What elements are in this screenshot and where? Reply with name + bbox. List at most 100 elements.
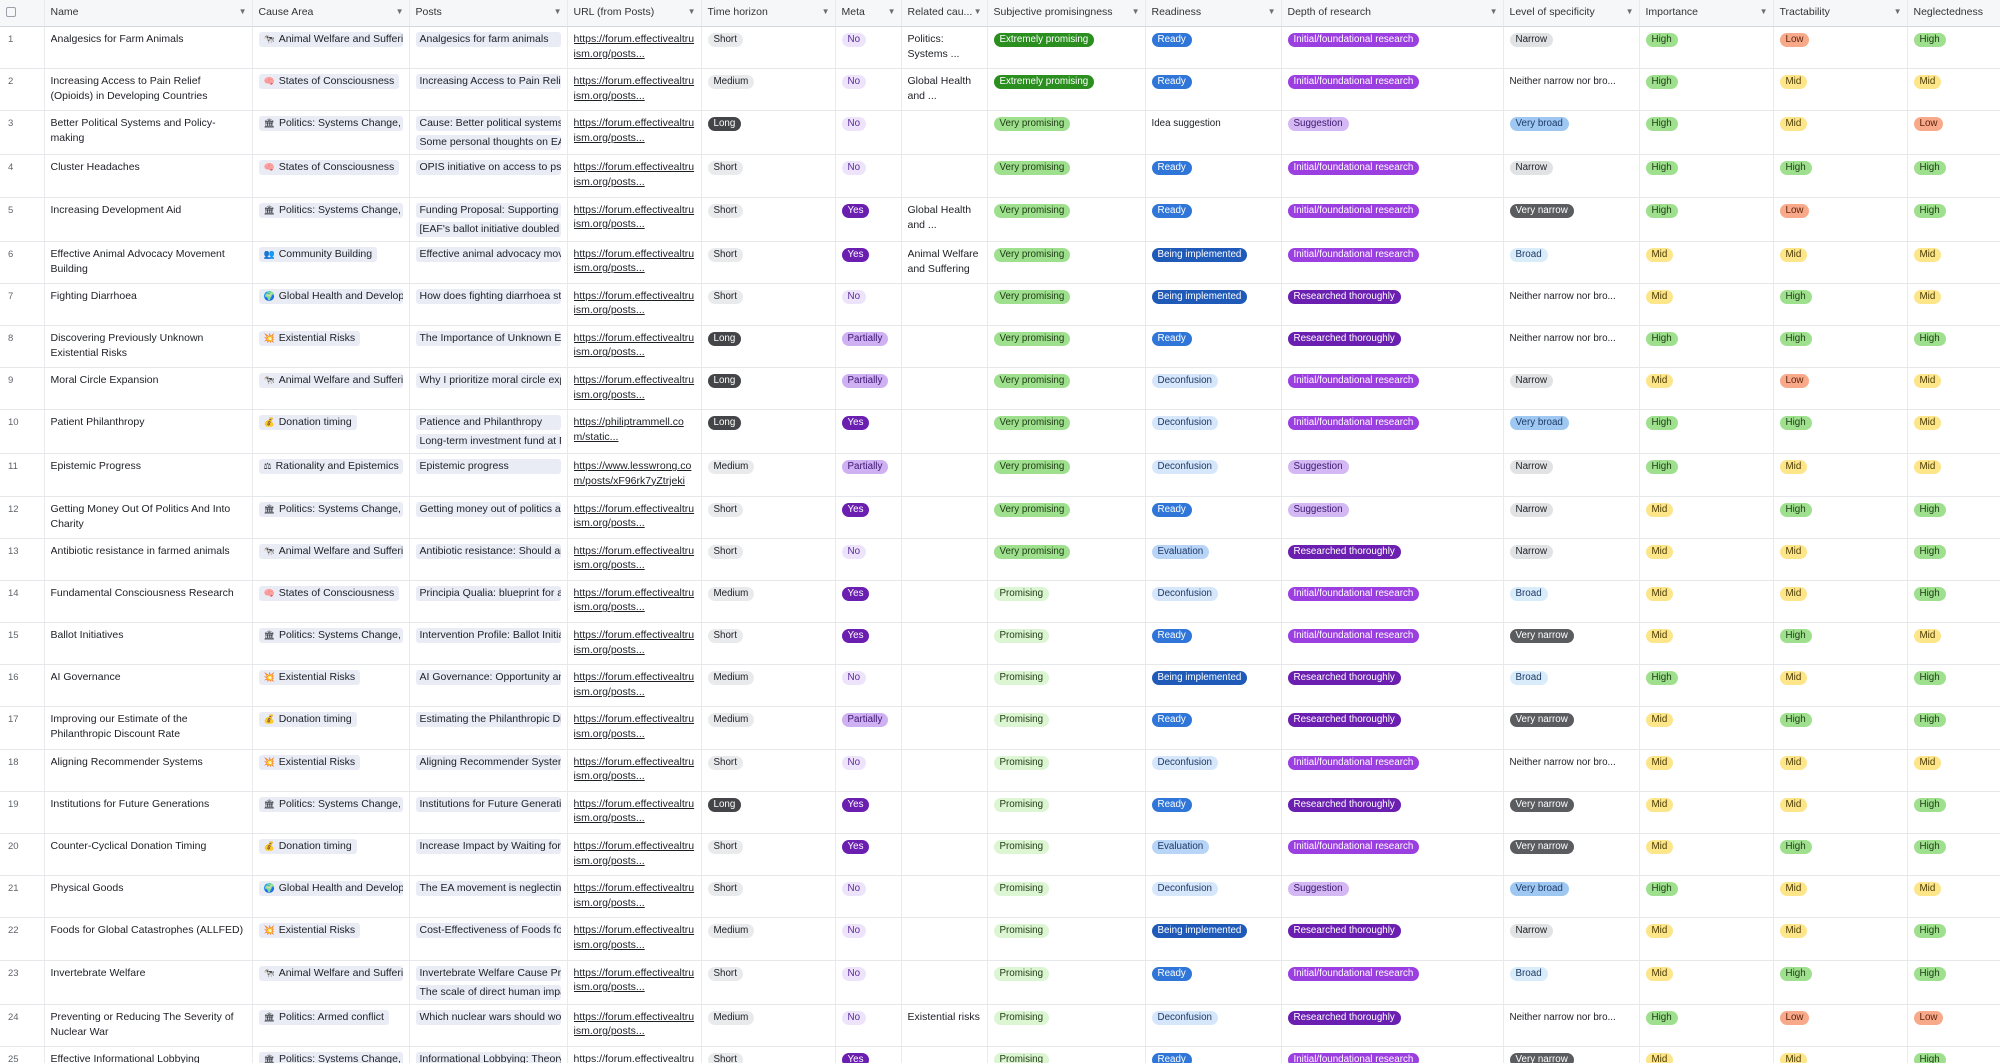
cell-related-cause[interactable] — [901, 110, 988, 156]
cell-meta[interactable]: No — [835, 68, 902, 112]
cell-url[interactable]: https://forum.effectivealtruism.org/post… — [567, 283, 702, 326]
cell-tractability[interactable]: Low — [1773, 367, 1908, 411]
linked-post-chip[interactable]: Epistemic progress — [415, 459, 561, 475]
cell-related-cause[interactable] — [901, 496, 988, 539]
table-row[interactable]: 24 Preventing or Reducing The Severity of… — [0, 1004, 2000, 1047]
cell-depth-of-research[interactable]: Initial/foundational research — [1281, 26, 1504, 70]
chevron-down-icon[interactable]: ▼ — [238, 7, 247, 16]
cell-name[interactable]: Increasing Access to Pain Relief (Opioid… — [44, 68, 253, 112]
cell-related-cause[interactable] — [901, 791, 988, 835]
cell-posts[interactable]: Why I prioritize moral circle expansion — [409, 367, 568, 411]
cell-cause-area[interactable]: 💥 Existential Risks — [252, 749, 410, 792]
cell-time-horizon[interactable]: Medium — [701, 1004, 836, 1047]
chevron-down-icon[interactable]: ▼ — [1893, 7, 1902, 16]
cell-importance[interactable]: High — [1639, 325, 1774, 369]
cell-readiness[interactable]: Ready — [1145, 325, 1282, 369]
table-row[interactable]: 25 Effective Informational Lobbying 🏛 Polit… — [0, 1046, 2000, 1063]
cell-posts[interactable]: Patience and Philanthropy Long-term inves… — [409, 409, 568, 455]
cell-related-cause[interactable] — [901, 664, 988, 708]
table-row[interactable]: 15 Ballot Initiatives 🏛 Politics: Systems C… — [0, 622, 2000, 666]
cell-posts[interactable]: Cost-Effectiveness of Foods for Global C… — [409, 917, 568, 961]
cell-meta[interactable]: Yes — [835, 833, 902, 877]
cell-related-cause[interactable] — [901, 367, 988, 411]
cell-time-horizon[interactable]: Long — [701, 325, 836, 369]
cell-meta[interactable]: No — [835, 110, 902, 156]
linked-post-chip[interactable]: The Importance of Unknown Existential Ri… — [415, 330, 561, 346]
cell-posts[interactable]: AI Governance: Opportunity and Theory of… — [409, 664, 568, 708]
cell-name[interactable]: Invertebrate Welfare — [44, 960, 253, 1005]
cell-depth-of-research[interactable]: Initial/foundational research — [1281, 241, 1504, 284]
cell-specificity[interactable]: Narrow — [1503, 917, 1640, 961]
linked-post-chip[interactable]: Intervention Profile: Ballot Initiatives — [415, 628, 561, 644]
cell-tractability[interactable]: Mid — [1773, 664, 1908, 708]
cell-cause-area[interactable]: 🏛Politics: Systems Change, Targeted Chan… — [252, 110, 410, 156]
cell-name[interactable]: Increasing Development Aid — [44, 197, 253, 242]
cell-cause-area[interactable]: 💰 Donation timing — [252, 833, 410, 877]
cell-depth-of-research[interactable]: Initial/foundational research — [1281, 1046, 1504, 1063]
column-header-cause[interactable]: Cause Area ▼ — [252, 0, 410, 27]
cell-depth-of-research[interactable]: Initial/foundational research — [1281, 622, 1504, 666]
chevron-down-icon[interactable]: ▼ — [821, 7, 830, 16]
cell-depth-of-research[interactable]: Initial/foundational research — [1281, 367, 1504, 411]
table-row[interactable]: 13 Antibiotic resistance in farmed animal… — [0, 538, 2000, 581]
cell-importance[interactable]: Mid — [1639, 791, 1774, 835]
cell-related-cause[interactable] — [901, 749, 988, 792]
cell-readiness[interactable]: Deconfusion — [1145, 749, 1282, 792]
cell-time-horizon[interactable]: Medium — [701, 68, 836, 112]
cell-meta[interactable]: No — [835, 154, 902, 198]
cell-specificity[interactable]: Neither narrow nor bro... — [1503, 1004, 1640, 1047]
cell-posts[interactable]: Analgesics for farm animals — [409, 26, 568, 70]
cell-specificity[interactable]: Narrow — [1503, 496, 1640, 539]
cell-url[interactable]: https://forum.effectivealtruism.org/post… — [567, 706, 702, 750]
cell-neglectedness[interactable]: High — [1907, 833, 2000, 877]
cell-cause-area[interactable]: 🐄 Animal Welfare and Suffering — [252, 960, 410, 1005]
cell-depth-of-research[interactable]: Initial/foundational research — [1281, 409, 1504, 455]
cell-posts[interactable]: How does fighting diarrhoea stack up — [409, 283, 568, 326]
column-header-row[interactable] — [0, 0, 45, 27]
cell-importance[interactable]: Mid — [1639, 1046, 1774, 1063]
url-link[interactable]: https://forum.effectivealtruism.org/post… — [573, 247, 695, 275]
cell-importance[interactable]: High — [1639, 409, 1774, 455]
chevron-down-icon[interactable]: ▼ — [1489, 7, 1498, 16]
linked-post-chip[interactable]: The scale of direct human impact on inve… — [415, 984, 561, 1000]
cell-specificity[interactable]: Very narrow — [1503, 622, 1640, 666]
cell-time-horizon[interactable]: Short — [701, 875, 836, 919]
cell-url[interactable]: https://forum.effectivealtruism.org/post… — [567, 622, 702, 666]
cell-name[interactable]: Epistemic Progress — [44, 453, 253, 497]
cell-time-horizon[interactable]: Short — [701, 538, 836, 581]
cell-tractability[interactable]: High — [1773, 622, 1908, 666]
cell-posts[interactable]: Epistemic progress — [409, 453, 568, 497]
cell-tractability[interactable]: High — [1773, 833, 1908, 877]
cell-promisingness[interactable]: Very promising — [987, 197, 1146, 242]
linked-post-chip[interactable]: Long-term investment fund at Founders Pl… — [415, 434, 561, 450]
cell-time-horizon[interactable]: Short — [701, 749, 836, 792]
cell-promisingness[interactable]: Very promising — [987, 283, 1146, 326]
cell-specificity[interactable]: Very narrow — [1503, 833, 1640, 877]
linked-post-chip[interactable]: How does fighting diarrhoea stack up — [415, 288, 561, 304]
cell-specificity[interactable]: Narrow — [1503, 367, 1640, 411]
cell-posts[interactable]: Antibiotic resistance: Should animal adv… — [409, 538, 568, 581]
url-link[interactable]: https://forum.effectivealtruism.org/post… — [573, 331, 695, 359]
cell-time-horizon[interactable]: Medium — [701, 664, 836, 708]
cell-meta[interactable]: No — [835, 917, 902, 961]
cell-specificity[interactable]: Neither narrow nor bro... — [1503, 68, 1640, 112]
cell-name[interactable]: Fundamental Consciousness Research — [44, 580, 253, 624]
cell-depth-of-research[interactable]: Initial/foundational research — [1281, 197, 1504, 242]
cell-related-cause[interactable]: Global Health and ... — [901, 68, 988, 112]
cell-cause-area[interactable]: 💰 Donation timing — [252, 706, 410, 750]
cell-readiness[interactable]: Being implemented — [1145, 917, 1282, 961]
cell-related-cause[interactable]: Politics: Systems ... — [901, 26, 988, 70]
cell-url[interactable]: https://forum.effectivealtruism.org/post… — [567, 791, 702, 835]
cell-cause-area[interactable]: 💥 Existential Risks — [252, 325, 410, 369]
cell-posts[interactable]: Increasing Access to Pain Relief in Deve… — [409, 68, 568, 112]
cell-neglectedness[interactable]: High — [1907, 791, 2000, 835]
column-header-readiness[interactable]: Readiness ▼ — [1145, 0, 1282, 27]
cell-readiness[interactable]: Ready — [1145, 496, 1282, 539]
cell-cause-area[interactable]: 🌍Global Health and Development — [252, 875, 410, 919]
cell-depth-of-research[interactable]: Suggestion — [1281, 453, 1504, 497]
cell-cause-area[interactable]: 🐄 Animal Welfare and Suffering — [252, 26, 410, 70]
cell-cause-area[interactable]: 🏛 Politics: Armed conflict — [252, 1004, 410, 1047]
url-link[interactable]: https://forum.effectivealtruism.org/post… — [573, 797, 695, 825]
cell-readiness[interactable]: Ready — [1145, 26, 1282, 70]
cell-name[interactable]: Institutions for Future Generations — [44, 791, 253, 835]
